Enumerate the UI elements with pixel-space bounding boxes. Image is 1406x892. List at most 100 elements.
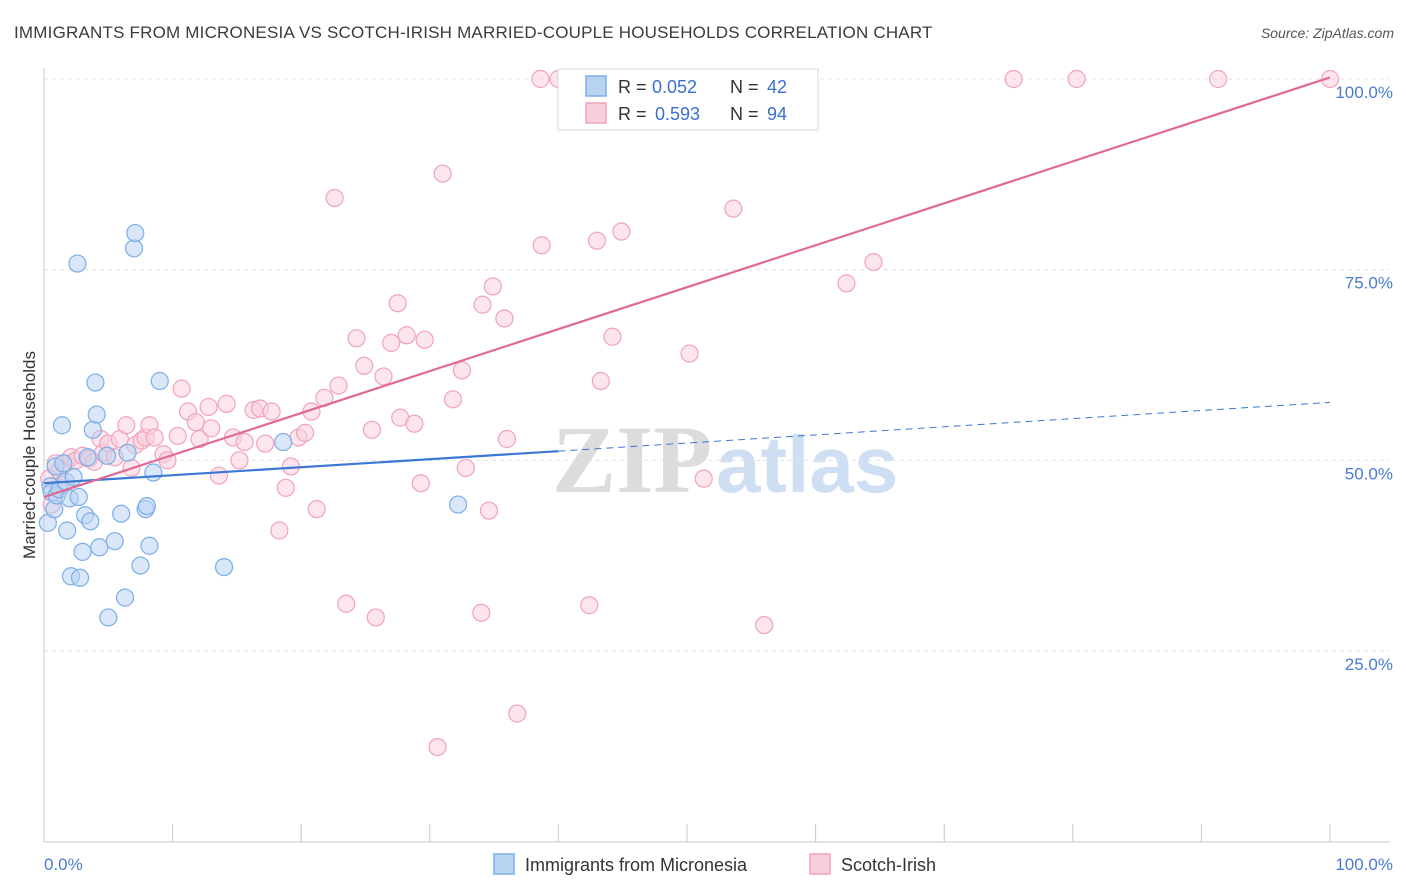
point-scotch-irish-53: [355, 356, 374, 375]
chart-title: IMMIGRANTS FROM MICRONESIA VS SCOTCH-IRI…: [14, 23, 933, 42]
legend-r-label-micronesia: R =: [618, 77, 647, 97]
y-tick-label-25: 25.0%: [1345, 655, 1393, 674]
point-micronesia-40: [448, 495, 468, 514]
point-scotch-irish-35: [230, 451, 249, 470]
point-scotch-irish-33: [217, 394, 236, 413]
point-micronesia-22: [86, 373, 105, 392]
point-scotch-irish-45: [295, 423, 315, 442]
point-scotch-irish-72: [495, 309, 514, 328]
point-scotch-irish-86: [837, 274, 856, 293]
legend-r-label-scotch-irish: R =: [618, 104, 647, 124]
point-scotch-irish-64: [433, 164, 452, 183]
chart-source: Source: ZipAtlas.com: [1261, 25, 1394, 41]
trend-line-micronesia-extension: [558, 401, 1331, 452]
bottom-legend: Immigrants from Micronesia Scotch-Irish: [493, 853, 936, 875]
point-micronesia-28: [112, 504, 131, 523]
point-micronesia-16: [70, 568, 90, 587]
point-scotch-irish-76: [428, 737, 447, 757]
point-scotch-irish-78: [587, 231, 607, 250]
point-scotch-irish-61: [405, 414, 424, 433]
trend-line-micronesia: [43, 450, 559, 485]
point-scotch-irish-22: [145, 428, 164, 447]
point-micronesia-25: [97, 446, 117, 465]
watermark-atlas: atlas: [716, 420, 898, 509]
point-micronesia-38: [150, 371, 169, 391]
point-scotch-irish-58: [388, 294, 407, 313]
legend-swatch-micronesia: [585, 75, 607, 97]
point-scotch-irish-71: [483, 277, 502, 296]
point-scotch-irish-60: [397, 326, 416, 345]
point-scotch-irish-55: [366, 608, 385, 627]
legend-n-value-micronesia: 42: [767, 77, 787, 97]
point-micronesia-20: [81, 512, 100, 531]
x-tick-label-0: 0.0%: [44, 855, 83, 874]
point-micronesia-31: [124, 239, 144, 258]
point-scotch-irish-25: [168, 426, 187, 446]
point-micronesia-37: [144, 463, 163, 482]
point-scotch-irish-66: [452, 361, 472, 380]
point-scotch-irish-73: [497, 429, 517, 449]
point-micronesia-27: [105, 532, 124, 551]
point-micronesia-32: [126, 223, 145, 243]
point-micronesia-8: [54, 454, 73, 473]
point-micronesia-7: [52, 416, 72, 435]
point-scotch-irish-30: [199, 397, 218, 417]
point-scotch-irish-69: [473, 295, 492, 314]
point-scotch-irish-70: [479, 501, 499, 520]
trend-lines: [43, 76, 1331, 498]
point-scotch-irish-31: [202, 419, 221, 438]
point-scotch-irish-32: [209, 466, 228, 485]
point-scotch-irish-67: [456, 458, 475, 478]
point-scotch-irish-63: [415, 330, 434, 349]
point-scotch-irish-77: [580, 596, 599, 615]
point-scotch-irish-41: [270, 521, 289, 540]
point-scotch-irish-75: [532, 236, 551, 255]
point-scotch-irish-82: [680, 344, 699, 363]
point-scotch-irish-26: [172, 379, 191, 398]
point-scotch-irish-54: [362, 420, 382, 439]
point-scotch-irish-56: [374, 367, 393, 386]
y-tick-label-100: 100.0%: [1335, 83, 1393, 102]
point-micronesia-33: [131, 556, 150, 575]
point-micronesia-10: [58, 521, 77, 540]
point-micronesia-35: [137, 496, 156, 516]
point-micronesia-36: [140, 536, 159, 555]
point-scotch-irish-40: [262, 402, 281, 421]
point-micronesia-17: [73, 542, 92, 561]
point-scotch-irish-36: [235, 432, 254, 452]
point-scotch-irish-47: [307, 500, 326, 519]
point-scotch-irish-90: [1004, 69, 1023, 89]
point-micronesia-13: [64, 468, 83, 487]
y-tick-label-75: 75.0%: [1345, 274, 1393, 293]
point-scotch-irish-62: [411, 474, 430, 493]
bottom-legend-label-scotch-irish: Scotch-Irish: [841, 855, 936, 875]
point-scotch-irish-83: [694, 469, 713, 488]
bottom-legend-label-micronesia: Immigrants from Micronesia: [525, 855, 748, 875]
bottom-legend-swatch-scotch-irish: [809, 853, 831, 875]
y-axis-label: Married-couple Households: [20, 351, 39, 559]
legend-swatch-scotch-irish: [585, 102, 607, 124]
x-tick-label-100: 100.0%: [1335, 855, 1393, 874]
point-scotch-irish-49: [325, 188, 344, 208]
point-micronesia-39: [274, 432, 293, 452]
point-micronesia-14: [68, 254, 87, 273]
point-scotch-irish-79: [591, 371, 610, 391]
y-tick-labels: 25.0% 50.0% 75.0% 100.0%: [1335, 83, 1393, 674]
point-micronesia-23: [87, 405, 106, 424]
point-micronesia-15: [69, 487, 88, 507]
legend-r-value-micronesia: 0.052: [652, 77, 697, 97]
point-scotch-irish-57: [382, 333, 401, 352]
trend-line-scotch-irish: [43, 76, 1331, 498]
point-micronesia-21: [83, 420, 102, 439]
point-micronesia-30: [118, 443, 137, 462]
x-tick-labels: 0.0% 100.0%: [44, 855, 1393, 874]
watermark-zip: ZIP: [552, 406, 712, 513]
point-scotch-irish-51: [337, 594, 356, 613]
point-scotch-irish-87: [864, 252, 883, 272]
point-scotch-irish-65: [443, 390, 463, 409]
legend-n-value-scotch-irish: 94: [767, 104, 787, 124]
point-scotch-irish-29: [190, 429, 209, 449]
point-scotch-irish-91: [1067, 69, 1086, 89]
point-scotch-irish-81: [612, 222, 631, 241]
point-scotch-irish-88: [531, 69, 550, 89]
